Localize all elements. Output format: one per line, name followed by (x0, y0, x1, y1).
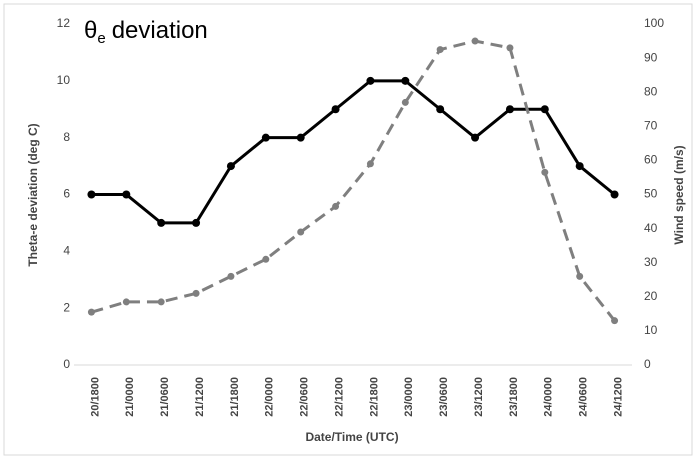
x-tick-label: 24/0000 (543, 377, 555, 417)
data-point (576, 272, 584, 280)
x-tick-label: 21/0000 (124, 377, 136, 417)
data-point (262, 255, 270, 263)
x-tick-label: 21/1800 (229, 377, 241, 417)
y2-tick-label: 50 (644, 187, 658, 201)
data-point (331, 105, 340, 114)
data-point (296, 133, 305, 142)
data-point (261, 133, 270, 142)
chart-frame (3, 3, 693, 456)
x-tick-label: 23/1800 (508, 377, 520, 417)
chart-title: θe deviation (84, 17, 208, 47)
x-tick-label: 20/1800 (89, 377, 101, 417)
x-tick-label: 21/1200 (194, 377, 206, 417)
data-point (401, 76, 410, 85)
data-point (436, 46, 444, 54)
data-point (436, 105, 445, 114)
data-point (87, 308, 95, 316)
x-tick-label: 23/0600 (438, 377, 450, 417)
x-axis-label: Date/Time (UTC) (305, 430, 398, 444)
y2-tick-label: 40 (644, 221, 658, 235)
title-text: deviation (112, 17, 208, 44)
data-point (87, 190, 96, 199)
y-tick-label: 8 (63, 130, 70, 144)
y-tick-label: 6 (63, 187, 70, 201)
y-tick-label: 10 (57, 73, 71, 87)
data-point (192, 289, 200, 297)
y2-tick-label: 90 (644, 50, 658, 64)
data-point (157, 218, 166, 227)
y2-tick-label: 60 (644, 153, 658, 167)
y2-axis-label: Wind speed (m/s) (672, 145, 686, 244)
data-point (401, 98, 409, 106)
data-point (297, 228, 305, 236)
x-tick-label: 22/0000 (264, 377, 276, 417)
y2-tick-label: 80 (644, 84, 658, 98)
data-point (226, 162, 235, 171)
x-tick-label: 23/0000 (403, 377, 415, 417)
y2-tick-label: 20 (644, 289, 658, 303)
y-tick-label: 4 (63, 244, 70, 258)
data-point (122, 298, 130, 306)
data-point (471, 133, 480, 142)
x-tick-label: 22/1200 (333, 377, 345, 417)
x-tick-label: 22/1800 (368, 377, 380, 417)
data-point (192, 218, 201, 227)
y2-tick-label: 0 (644, 357, 651, 371)
x-tick-label: 23/1200 (473, 377, 485, 417)
title-subscript: e (97, 30, 105, 47)
data-point (122, 190, 131, 199)
data-point (366, 76, 375, 85)
y2-tick-label: 100 (644, 16, 664, 30)
data-point (505, 105, 514, 114)
title-symbol: θ (84, 17, 97, 44)
x-tick-label: 24/1200 (612, 377, 624, 417)
y2-tick-label: 30 (644, 255, 658, 269)
data-point (575, 162, 584, 171)
y2-tick-label: 70 (644, 118, 658, 132)
y-axis-label: Theta-e deviation (deg C) (26, 123, 40, 266)
data-point (332, 202, 340, 210)
data-point (157, 298, 165, 306)
data-point (610, 190, 619, 199)
data-point (471, 37, 479, 45)
y-tick-label: 12 (57, 16, 71, 30)
y2-tick-label: 10 (644, 323, 658, 337)
data-point (506, 44, 514, 52)
data-point (366, 160, 374, 168)
y-tick-label: 0 (63, 357, 70, 371)
data-point (227, 272, 235, 280)
x-tick-label: 21/0600 (159, 377, 171, 417)
data-point (540, 105, 549, 114)
data-point (541, 168, 549, 176)
data-point (611, 317, 619, 325)
x-tick-label: 24/0600 (578, 377, 590, 417)
x-tick-label: 22/0600 (299, 377, 311, 417)
series-line (91, 39, 616, 322)
y-tick-label: 2 (63, 300, 70, 314)
